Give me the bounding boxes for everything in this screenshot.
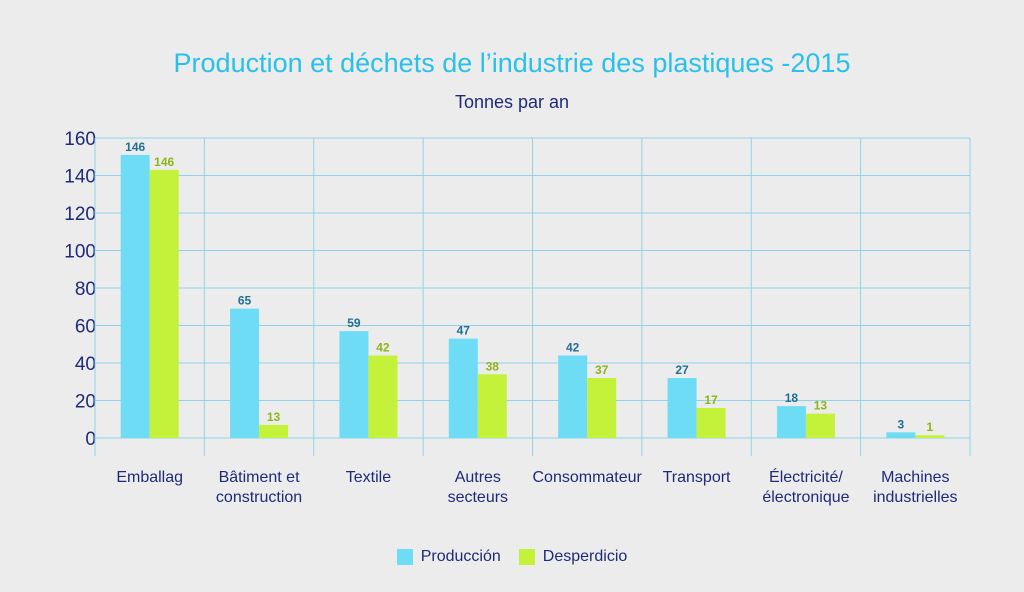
x-tick-label: électronique [762,489,849,506]
legend-swatch-desperdicio [518,549,535,565]
bar [667,378,697,438]
legend-swatch-produccion [396,549,413,565]
data-label: 13 [267,410,281,424]
x-tick-label: construction [216,489,302,506]
y-tick-label: 0 [85,429,96,450]
y-tick-label: 20 [75,392,96,413]
bar [915,435,945,438]
data-label: 38 [486,359,500,373]
bar [477,374,507,438]
y-tick-label: 140 [64,167,96,188]
y-tick-label: 80 [75,279,96,300]
data-label: 146 [154,155,174,169]
bar [587,378,617,438]
data-label: 59 [347,316,361,330]
y-tick-label: 60 [75,317,96,338]
y-tick-label: 160 [64,129,96,150]
y-tick-label: 40 [75,354,96,375]
x-tick-label: secteurs [448,489,508,506]
data-label: 27 [675,363,689,377]
x-tick-label: Autres [455,469,501,486]
data-label: 42 [376,341,390,355]
data-label: 42 [566,341,580,355]
chart-title: Production et déchets de l’industrie des… [173,48,851,78]
bar [805,413,835,438]
bar [696,408,726,438]
data-label: 37 [595,363,609,377]
bar [120,154,150,438]
bar [448,338,478,438]
x-tick-label: Consommateur [533,469,643,486]
legend: Producción Desperdicio [0,548,1024,566]
x-tick-label: Textile [346,469,391,486]
bar [776,406,806,438]
legend-label-produccion: Producción [420,548,501,565]
x-tick-label: Bâtiment et [219,469,300,486]
data-label: 18 [785,391,799,405]
x-tick-label: Emballag [116,469,183,486]
data-label: 17 [704,393,718,407]
x-tick-label: Machines [881,469,949,486]
x-tick-label: Transport [663,469,731,486]
bar [558,355,588,438]
x-tick-label: industrielles [873,489,957,506]
data-label: 1 [926,420,933,434]
bar [368,355,398,438]
legend-item-desperdicio: Desperdicio [518,548,628,566]
bar [149,169,179,438]
x-tick-label: Électricité/ [769,467,843,486]
y-tick-label: 120 [64,204,96,225]
data-label: 65 [238,294,252,308]
y-tick-label: 100 [64,242,96,263]
bar [339,331,369,438]
bar [886,432,916,438]
data-label: 13 [814,399,828,413]
data-label: 47 [457,324,471,338]
data-label: 3 [897,417,904,431]
legend-item-produccion: Producción [396,548,501,566]
bar [230,308,260,438]
legend-label-desperdicio: Desperdicio [542,548,628,565]
bar [259,424,289,438]
chart-subtitle: Tonnes par an [454,92,570,112]
data-label: 146 [125,140,145,154]
